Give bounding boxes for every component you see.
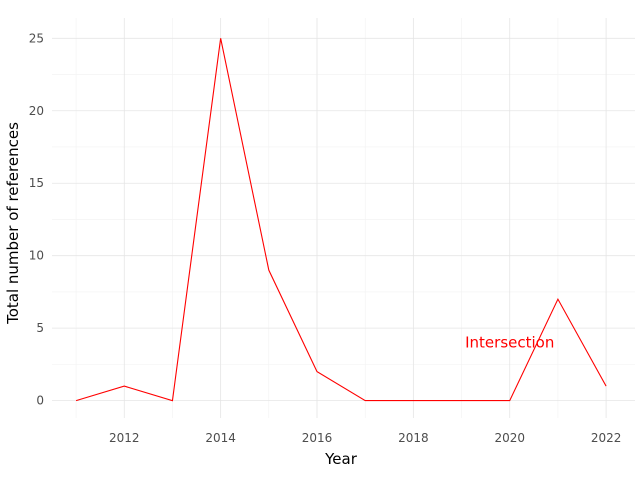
x-tick-label: 2020 [494,431,525,445]
x-tick-label: 2018 [398,431,429,445]
x-tick-label: 2014 [205,431,236,445]
y-tick-label: 20 [29,104,44,118]
y-tick-label: 0 [36,394,44,408]
x-axis-ticks: 2012 2014 2016 2018 2020 2022 [109,431,621,445]
y-axis-title: Total number of references [4,122,22,325]
x-tick-label: 2012 [109,431,140,445]
y-tick-label: 5 [36,321,44,335]
series-line [75,38,607,402]
series-layer [75,38,607,402]
y-axis-ticks: 0 5 10 15 20 25 [29,31,44,407]
y-tick-label: 10 [29,249,44,263]
x-tick-label: 2016 [302,431,333,445]
minor-gridlines [52,18,635,418]
annotations: Intersection [465,334,554,352]
y-tick-label: 25 [29,31,44,45]
major-gridlines [52,18,635,418]
y-tick-label: 15 [29,176,44,190]
annotation-label: Intersection [465,334,554,352]
x-axis-title: Year [324,450,358,468]
x-tick-label: 2022 [591,431,622,445]
